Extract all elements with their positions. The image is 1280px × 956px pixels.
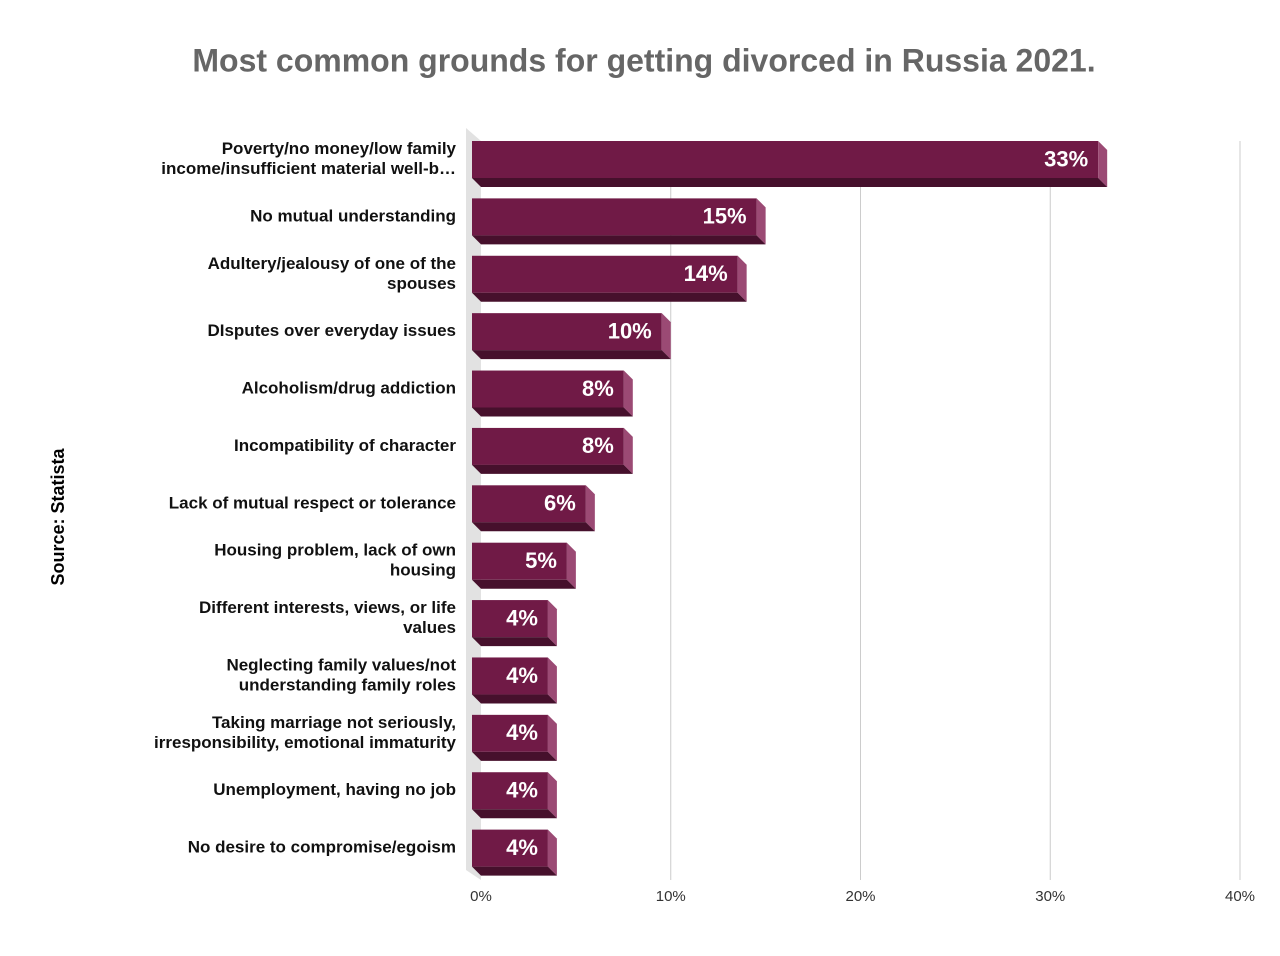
bar-side [547,600,557,647]
x-tick-label: 10% [656,888,686,905]
y-tick-label: Different interests, views, or life value… [199,598,456,637]
y-tick-label: Adultery/jealousy of one of the spouses [208,254,456,293]
y-tick-label: No desire to compromise/egoism [188,838,456,857]
value-label: 4% [506,720,538,745]
y-tick-label: Lack of mutual respect or tolerance [169,493,456,512]
value-label: 6% [544,491,576,516]
bar [472,829,548,867]
chart-title: Most common grounds for getting divorced… [192,42,1095,78]
y-tick-label: DIsputes over everyday issues [207,321,456,340]
bar-side [623,370,633,417]
bar [472,657,548,695]
bar-bottom [472,579,576,589]
value-label: 8% [582,433,614,458]
value-label: 5% [525,548,557,573]
bar [472,714,548,752]
x-tick-label: 20% [845,888,875,905]
bar-bottom [472,464,633,474]
bar-bottom [472,178,1108,187]
value-label: 14% [684,261,728,286]
bar-side [547,657,557,704]
bar [472,542,567,580]
value-label: 4% [506,835,538,860]
bar [472,427,624,465]
x-tick-label: 40% [1225,888,1255,905]
bar-side [1098,141,1108,187]
bar-side [585,485,595,532]
value-label: 10% [608,318,652,343]
y-tick-label: Poverty/no money/low family income/insuff… [161,139,456,178]
y-tick-label: No mutual understanding [250,206,456,225]
bar-bottom [472,235,766,245]
bar-bottom [472,637,557,647]
bar [472,485,586,523]
source-label: Source: Statista [48,447,68,585]
value-label: 33% [1044,146,1088,171]
bar-bottom [472,292,747,302]
bar-bottom [472,751,557,761]
bar-bottom [472,522,595,532]
x-tick-label: 30% [1035,888,1065,905]
value-label: 4% [506,605,538,630]
bar-side [547,829,557,876]
bar-bottom [472,694,557,704]
x-tick-label: 0% [470,888,492,905]
bar [472,141,1099,178]
bar-side [566,542,576,589]
bar-bottom [472,866,557,876]
y-tick-label: Taking marriage not seriously, irresponsi… [154,713,457,752]
y-tick-label: Housing problem, lack of own housing [214,541,456,580]
y-tick-label: Alcoholism/drug addiction [242,379,456,398]
bar [472,313,662,351]
bar-side [547,772,557,819]
bar [472,600,548,638]
y-tick-label: Neglecting family values/not understandin… [226,655,456,694]
bar-side [547,714,557,761]
bar-side [737,255,747,302]
bar [472,772,548,810]
y-tick-label: Unemployment, having no job [213,780,456,799]
bar [472,198,757,236]
bar-bottom [472,809,557,819]
bar [472,370,624,408]
bar-side [661,313,671,360]
value-label: 4% [506,778,538,803]
value-label: 15% [703,204,747,229]
bar [472,255,738,293]
bar-bottom [472,407,633,417]
value-label: 4% [506,663,538,688]
bar-side [623,427,633,474]
bar-side [756,198,766,245]
value-label: 8% [582,376,614,401]
y-tick-label: Incompatibility of character [234,436,456,455]
bar-bottom [472,350,671,360]
